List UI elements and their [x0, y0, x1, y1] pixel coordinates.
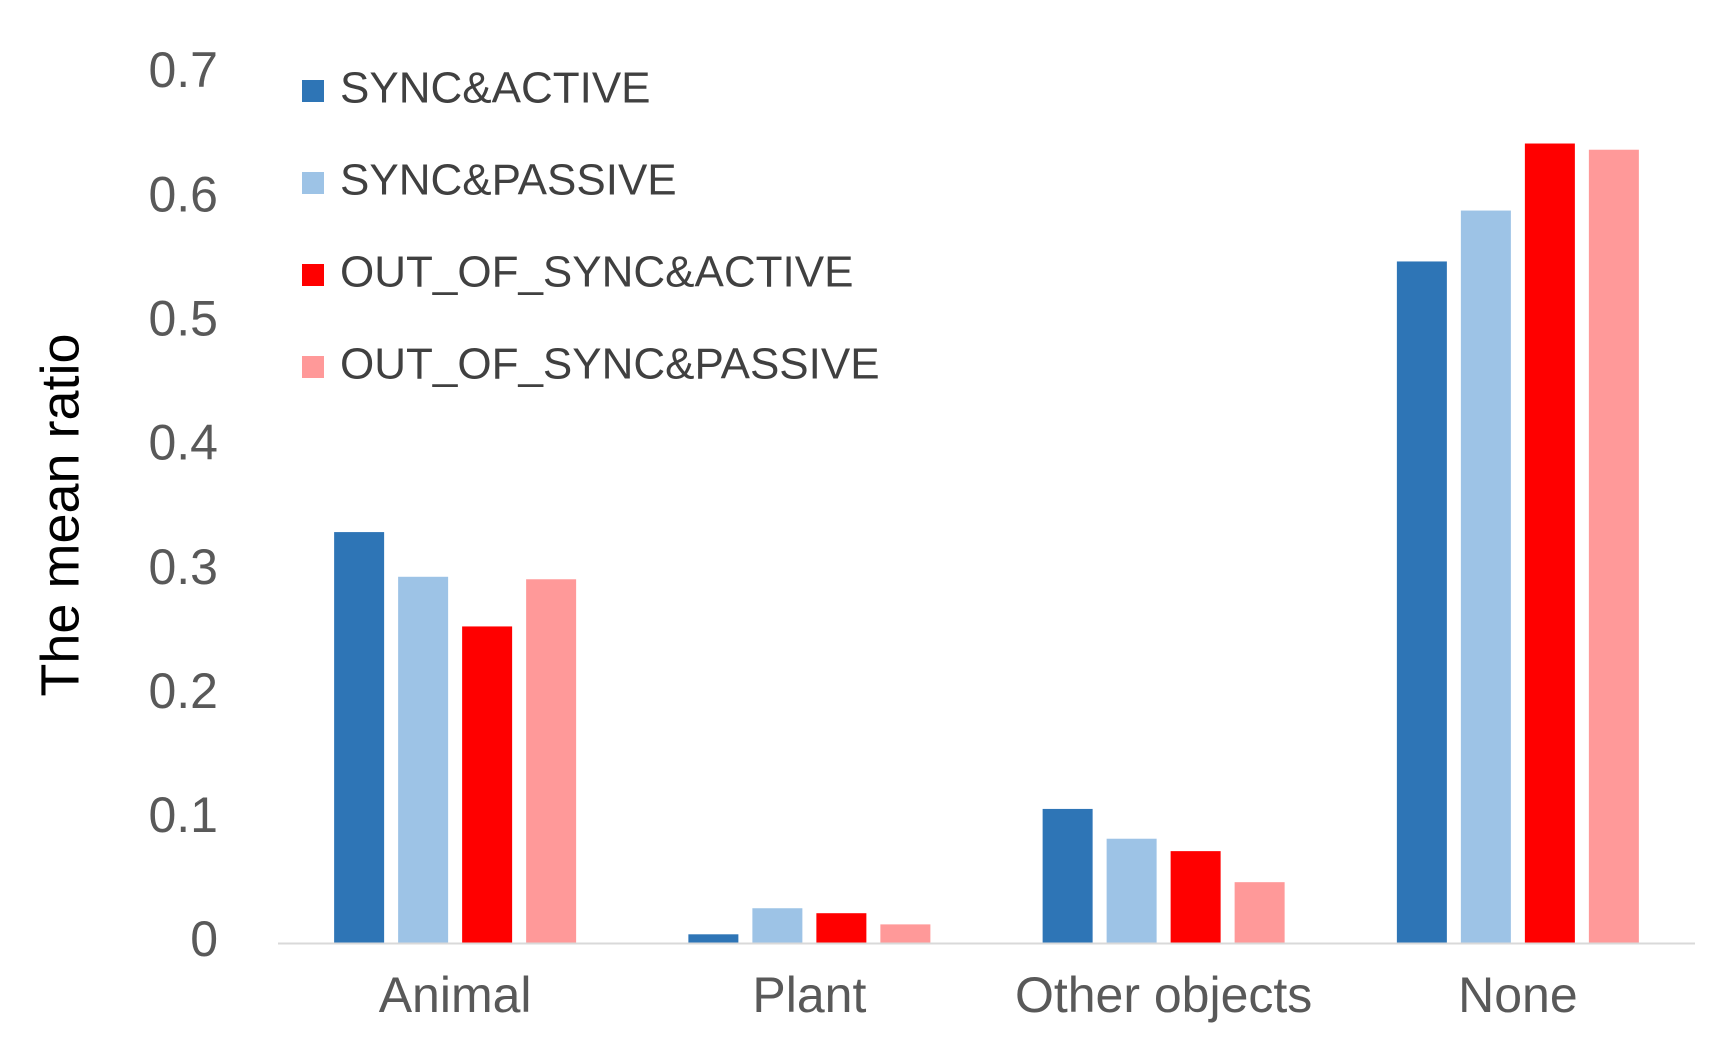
y-tick-label: 0.7 — [148, 42, 218, 98]
bar-other-objects-out-of-sync-and-passive — [1234, 882, 1285, 943]
y-tick-label: 0.5 — [148, 290, 218, 346]
y-tick-label: 0.3 — [148, 539, 218, 595]
bars — [334, 143, 1639, 944]
y-tick-label: 0 — [190, 911, 218, 967]
legend-swatch-sync-and-passive — [302, 172, 324, 194]
y-tick-label: 0.2 — [148, 663, 218, 719]
x-category-label-plant: Plant — [752, 967, 866, 1023]
bar-none-sync-and-active — [1396, 261, 1447, 944]
bar-none-out-of-sync-and-passive — [1588, 149, 1639, 943]
legend-swatch-out-of-sync-and-active — [302, 264, 324, 286]
y-axis-title-group: The mean ratio — [30, 333, 90, 696]
bar-animal-sync-and-passive — [398, 576, 449, 943]
bar-other-objects-sync-and-passive — [1106, 838, 1157, 943]
legend: SYNC&ACTIVE SYNC&PASSIVE OUT_OF_SYNC&ACTIV… — [302, 64, 880, 389]
bar-animal-out-of-sync-and-passive — [526, 579, 577, 943]
x-category-label-animal: Animal — [379, 967, 532, 1023]
y-tick-label: 0.1 — [148, 787, 218, 843]
bar-plant-sync-and-passive — [752, 908, 803, 943]
legend-label-out-of-sync-and-passive: OUT_OF_SYNC&PASSIVE — [340, 340, 880, 389]
legend-label-sync-and-active: SYNC&ACTIVE — [340, 64, 651, 113]
bar-other-objects-out-of-sync-and-active — [1170, 851, 1221, 943]
bar-plant-out-of-sync-and-passive — [880, 924, 931, 943]
y-axis-ticks: 0 0.1 0.2 0.3 0.4 0.5 0.6 0.7 — [148, 42, 218, 967]
bar-animal-sync-and-active — [334, 532, 385, 943]
legend-label-out-of-sync-and-active: OUT_OF_SYNC&ACTIVE — [340, 248, 853, 297]
y-axis-title: The mean ratio — [30, 333, 90, 696]
bar-animal-out-of-sync-and-active — [462, 626, 513, 943]
y-tick-label: 0.4 — [148, 415, 218, 471]
legend-swatch-sync-and-active — [302, 80, 324, 102]
legend-swatch-out-of-sync-and-passive — [302, 356, 324, 378]
y-tick-label: 0.6 — [148, 166, 218, 222]
legend-label-sync-and-passive: SYNC&PASSIVE — [340, 156, 677, 205]
bar-plant-out-of-sync-and-active — [816, 913, 867, 943]
bar-other-objects-sync-and-active — [1042, 808, 1093, 943]
x-category-label-other-objects: Other objects — [1015, 967, 1312, 1023]
bar-none-sync-and-passive — [1460, 210, 1511, 944]
x-category-label-none: None — [1458, 967, 1578, 1023]
x-axis-category-labels: Animal Plant Other objects None — [379, 967, 1578, 1023]
bar-none-out-of-sync-and-active — [1524, 143, 1575, 943]
bar-plant-sync-and-active — [688, 934, 739, 943]
